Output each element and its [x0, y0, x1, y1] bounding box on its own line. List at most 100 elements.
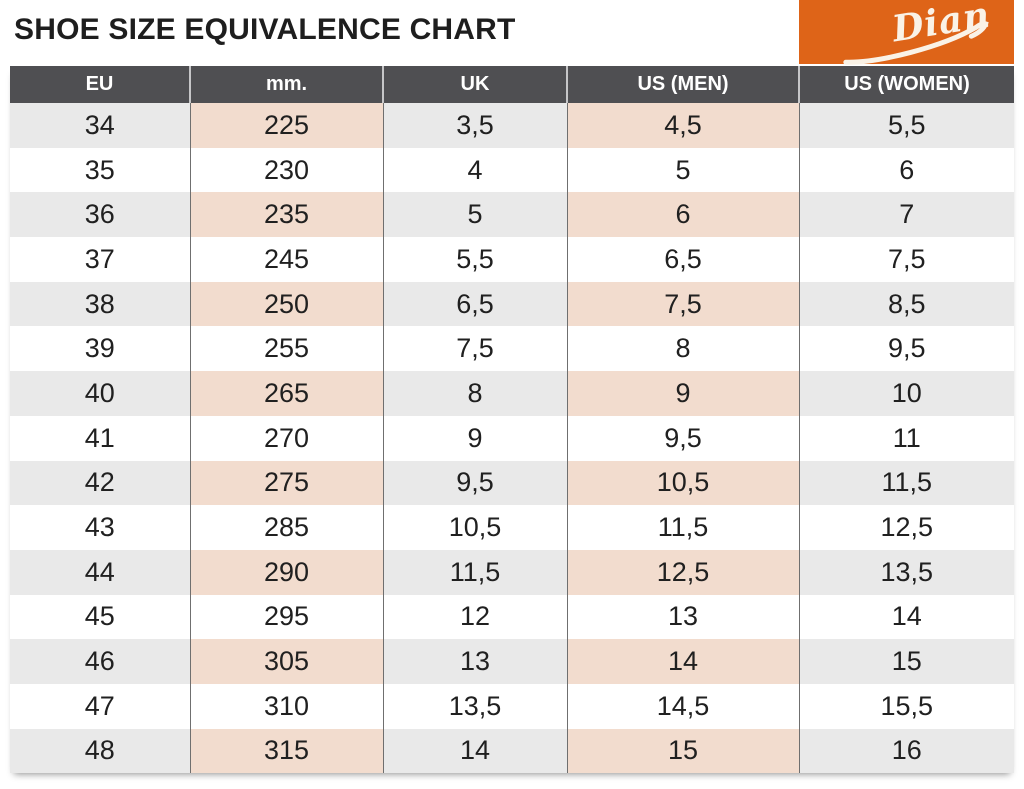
- header-us-women: US (WOMEN): [798, 66, 1014, 103]
- table-row: 37 245 5,5 6,5 7,5: [10, 237, 1014, 282]
- header-eu: EU: [10, 66, 190, 103]
- cell-us-men: 13: [566, 594, 799, 640]
- table-row: 35 230 4 5 6: [10, 147, 1014, 193]
- cell-mm: 315: [189, 728, 383, 774]
- table-row: 39 255 7,5 8 9,5: [10, 326, 1014, 372]
- table-row: 48 315 14 15 16: [10, 728, 1014, 774]
- table-row: 38 250 6,5 7,5 8,5: [10, 281, 1014, 327]
- cell-us-men: 6,5: [566, 237, 799, 282]
- table-body: 34 225 3,5 4,5 5,5 35 230 4 5 6 36 235 5 6 7 37 245 5,5 6,…: [10, 103, 1014, 774]
- cell-eu: 48: [10, 728, 190, 774]
- cell-eu: 39: [10, 326, 190, 372]
- cell-us-women: 14: [798, 594, 1014, 640]
- cell-us-women: 12,5: [798, 505, 1014, 550]
- cell-uk: 4: [382, 147, 567, 193]
- table-row: 36 235 5 6 7: [10, 192, 1014, 238]
- cell-eu: 41: [10, 415, 190, 461]
- cell-eu: 36: [10, 192, 190, 238]
- cell-eu: 34: [10, 103, 190, 148]
- table-row: 41 270 9 9,5 11: [10, 415, 1014, 461]
- cell-us-women: 10: [798, 371, 1014, 416]
- cell-uk: 13,5: [382, 683, 567, 729]
- cell-us-women: 15,5: [798, 683, 1014, 729]
- cell-eu: 37: [10, 237, 190, 282]
- cell-uk: 14: [382, 728, 567, 774]
- page-title: SHOE SIZE EQUIVALENCE CHART: [14, 13, 516, 46]
- cell-mm: 250: [189, 281, 383, 327]
- header-us-men: US (MEN): [566, 66, 799, 103]
- table-row: 44 290 11,5 12,5 13,5: [10, 549, 1014, 595]
- cell-mm: 270: [189, 415, 383, 461]
- header-uk: UK: [382, 66, 567, 103]
- cell-us-women: 7: [798, 192, 1014, 238]
- cell-us-men: 10,5: [566, 460, 799, 506]
- cell-us-men: 4,5: [566, 103, 799, 148]
- cell-us-men: 5: [566, 147, 799, 193]
- cell-mm: 275: [189, 460, 383, 506]
- cell-us-men: 15: [566, 728, 799, 774]
- header-mm: mm.: [189, 66, 383, 103]
- table-row: 40 265 8 9 10: [10, 371, 1014, 416]
- cell-us-women: 11,5: [798, 460, 1014, 506]
- cell-mm: 245: [189, 237, 383, 282]
- table-header: EU mm. UK US (MEN) US (WOMEN): [10, 66, 1014, 103]
- cell-us-women: 8,5: [798, 281, 1014, 327]
- cell-eu: 40: [10, 371, 190, 416]
- table-row: 45 295 12 13 14: [10, 594, 1014, 640]
- cell-uk: 9: [382, 415, 567, 461]
- cell-uk: 5: [382, 192, 567, 238]
- cell-mm: 295: [189, 594, 383, 640]
- cell-us-women: 15: [798, 639, 1014, 684]
- cell-eu: 38: [10, 281, 190, 327]
- cell-us-men: 9,5: [566, 415, 799, 461]
- cell-mm: 255: [189, 326, 383, 372]
- cell-us-men: 9: [566, 371, 799, 416]
- table-row: 42 275 9,5 10,5 11,5: [10, 460, 1014, 506]
- cell-uk: 5,5: [382, 237, 567, 282]
- brand-logo: Dian: [799, 0, 1014, 65]
- cell-us-men: 7,5: [566, 281, 799, 327]
- cell-us-men: 12,5: [566, 549, 799, 595]
- cell-mm: 230: [189, 147, 383, 193]
- cell-mm: 235: [189, 192, 383, 238]
- cell-us-men: 11,5: [566, 505, 799, 550]
- cell-mm: 265: [189, 371, 383, 416]
- table-row: 43 285 10,5 11,5 12,5: [10, 505, 1014, 550]
- cell-uk: 11,5: [382, 549, 567, 595]
- cell-uk: 6,5: [382, 281, 567, 327]
- cell-uk: 7,5: [382, 326, 567, 372]
- cell-us-women: 9,5: [798, 326, 1014, 372]
- cell-us-men: 14,5: [566, 683, 799, 729]
- shoe-size-table: EU mm. UK US (MEN) US (WOMEN) 34 225 3,5 4,…: [10, 66, 1014, 774]
- cell-mm: 290: [189, 549, 383, 595]
- cell-eu: 44: [10, 549, 190, 595]
- cell-uk: 8: [382, 371, 567, 416]
- cell-eu: 46: [10, 639, 190, 684]
- cell-uk: 12: [382, 594, 567, 640]
- table-row: 46 305 13 14 15: [10, 639, 1014, 684]
- cell-us-women: 13,5: [798, 549, 1014, 595]
- cell-us-women: 7,5: [798, 237, 1014, 282]
- cell-us-women: 11: [798, 415, 1014, 461]
- table-row: 34 225 3,5 4,5 5,5: [10, 103, 1014, 148]
- cell-us-women: 16: [798, 728, 1014, 774]
- cell-eu: 35: [10, 147, 190, 193]
- cell-mm: 310: [189, 683, 383, 729]
- cell-uk: 13: [382, 639, 567, 684]
- cell-eu: 47: [10, 683, 190, 729]
- cell-us-men: 6: [566, 192, 799, 238]
- cell-mm: 225: [189, 103, 383, 148]
- cell-uk: 10,5: [382, 505, 567, 550]
- brand-underline-flourish: [843, 21, 989, 65]
- cell-us-men: 14: [566, 639, 799, 684]
- cell-us-men: 8: [566, 326, 799, 372]
- cell-us-women: 5,5: [798, 103, 1014, 148]
- cell-mm: 305: [189, 639, 383, 684]
- cell-eu: 42: [10, 460, 190, 506]
- cell-uk: 3,5: [382, 103, 567, 148]
- cell-uk: 9,5: [382, 460, 567, 506]
- cell-eu: 45: [10, 594, 190, 640]
- table-row: 47 310 13,5 14,5 15,5: [10, 683, 1014, 729]
- table-header-row: EU mm. UK US (MEN) US (WOMEN): [10, 66, 1014, 103]
- cell-us-women: 6: [798, 147, 1014, 193]
